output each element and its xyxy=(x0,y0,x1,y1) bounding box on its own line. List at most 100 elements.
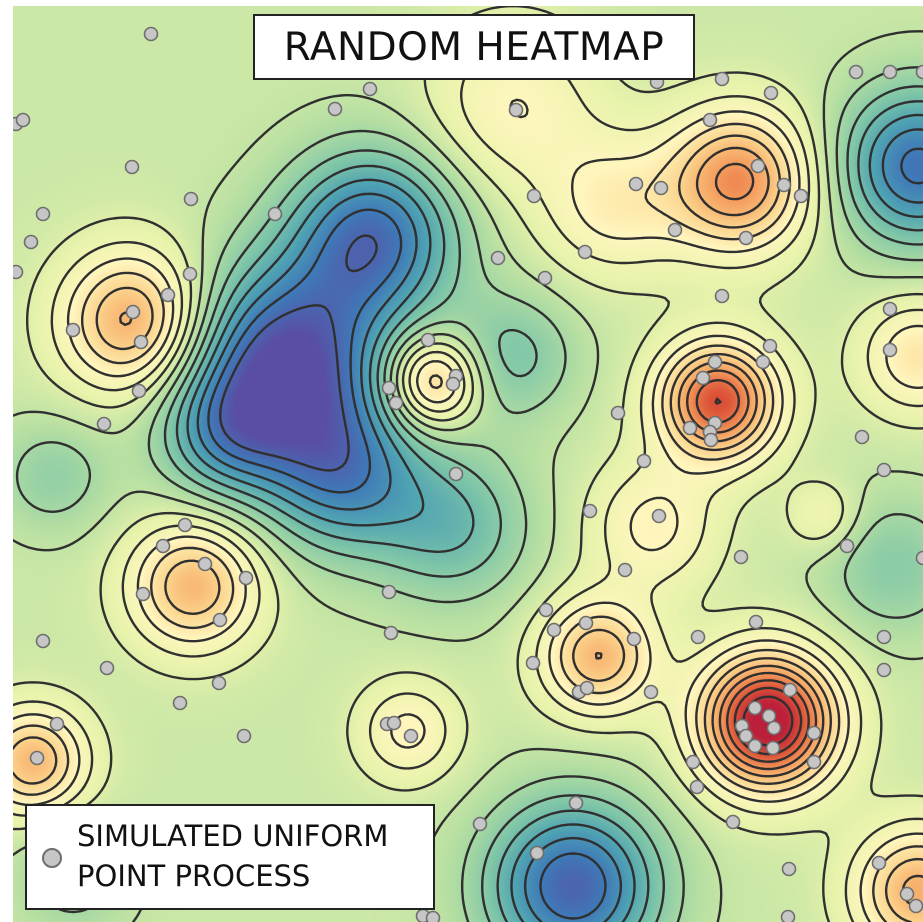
sample-point xyxy=(682,420,698,436)
legend-label-line-2: POINT PROCESS xyxy=(77,859,311,893)
contour-lines xyxy=(13,6,923,922)
sample-point xyxy=(525,655,541,671)
contour-line xyxy=(686,162,818,771)
sample-point xyxy=(386,715,402,731)
sample-point xyxy=(761,708,777,724)
sample-point xyxy=(806,754,822,770)
sample-point xyxy=(327,101,343,117)
sample-point xyxy=(781,861,797,877)
sample-point xyxy=(383,625,399,641)
point-layer xyxy=(13,26,923,922)
sample-point xyxy=(690,629,706,645)
sample-point xyxy=(780,909,796,922)
heatmap-area[interactable] xyxy=(13,6,923,922)
sample-point xyxy=(782,682,798,698)
sample-point xyxy=(876,629,892,645)
sample-point xyxy=(238,570,254,586)
contour-line xyxy=(207,147,923,920)
sample-point xyxy=(738,230,754,246)
sample-point xyxy=(211,675,227,691)
sample-point xyxy=(197,556,213,572)
sample-point xyxy=(212,612,228,628)
contour-line xyxy=(13,98,923,922)
map-title: RANDOM HEATMAP xyxy=(283,24,665,70)
contour-line xyxy=(196,128,923,922)
sample-point xyxy=(160,287,176,303)
legend: SIMULATED UNIFORM POINT PROCESS xyxy=(25,804,435,910)
sample-point xyxy=(155,538,171,554)
sample-point xyxy=(381,584,397,600)
sample-point xyxy=(578,615,594,631)
sample-point xyxy=(23,234,39,250)
sample-point xyxy=(420,332,436,348)
sample-point xyxy=(538,602,554,618)
sample-point xyxy=(626,631,642,647)
sample-point xyxy=(182,266,198,282)
sample-point xyxy=(610,405,626,421)
sample-point xyxy=(643,684,659,700)
sample-point xyxy=(425,910,441,922)
sample-point xyxy=(854,429,870,445)
sample-point xyxy=(748,614,764,630)
sample-point xyxy=(839,538,855,554)
sample-point xyxy=(177,517,193,533)
sample-point xyxy=(766,720,782,736)
sample-point xyxy=(750,158,766,174)
sample-point xyxy=(526,188,542,204)
sample-point xyxy=(702,112,718,128)
sample-point xyxy=(685,754,701,770)
sample-point xyxy=(99,660,115,676)
sample-point xyxy=(695,370,711,386)
sample-point xyxy=(133,334,149,350)
sample-point xyxy=(762,338,778,354)
sample-point xyxy=(882,64,898,80)
sample-point xyxy=(65,322,81,338)
contour-line xyxy=(163,85,923,922)
sample-point xyxy=(689,779,705,795)
sample-point xyxy=(267,206,283,222)
contour-line xyxy=(13,134,923,922)
sample-point xyxy=(765,740,781,756)
sample-point xyxy=(490,250,506,266)
sample-point xyxy=(96,416,112,432)
sample-point xyxy=(806,725,822,741)
sample-point xyxy=(362,81,378,97)
legend-label-line-1: SIMULATED UNIFORM xyxy=(77,819,389,853)
heatmap-overlay xyxy=(13,6,923,922)
sample-point xyxy=(472,816,488,832)
sample-point xyxy=(707,354,723,370)
sample-point xyxy=(882,342,898,358)
sample-point xyxy=(582,503,598,519)
sample-point xyxy=(876,662,892,678)
sample-point xyxy=(848,64,864,80)
sample-point xyxy=(125,304,141,320)
sample-point xyxy=(915,64,923,80)
sample-point xyxy=(738,728,754,744)
sample-point xyxy=(755,354,771,370)
sample-point xyxy=(776,177,792,193)
sample-point xyxy=(579,680,595,696)
title-box: RANDOM HEATMAP xyxy=(253,14,695,80)
contour-line xyxy=(13,6,923,922)
sample-point xyxy=(143,26,159,42)
sample-point xyxy=(636,453,652,469)
sample-point xyxy=(876,462,892,478)
sample-point xyxy=(577,244,593,260)
contour-line xyxy=(219,234,378,472)
sample-point xyxy=(124,159,140,175)
sample-point xyxy=(135,586,151,602)
sample-point xyxy=(651,508,667,524)
sample-point xyxy=(725,814,741,830)
sample-point xyxy=(882,301,898,317)
sample-point xyxy=(915,550,923,566)
sample-point xyxy=(131,383,147,399)
sample-point xyxy=(35,633,51,649)
sample-point xyxy=(899,886,915,902)
sample-point xyxy=(172,695,188,711)
sample-point xyxy=(381,380,397,396)
sample-point xyxy=(508,102,524,118)
sample-point xyxy=(49,716,65,732)
sample-point xyxy=(763,85,779,101)
sample-point xyxy=(568,795,584,811)
